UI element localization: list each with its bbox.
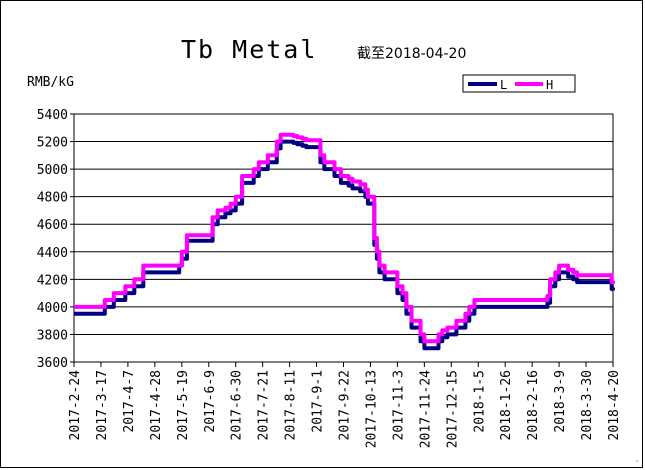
x-tick-label: 2017-11-24 (418, 370, 433, 448)
x-tick-label: 2018-3-30 (580, 370, 595, 440)
y-tick-label: 4600 (37, 218, 68, 233)
y-axis-ticks: 3600 3800 4000 4200 4400 4600 4800 5000 5200 5400 (37, 108, 74, 371)
legend: L H (462, 74, 576, 93)
y-tick-label: 4000 (37, 301, 68, 316)
x-tick-label: 2018-1-26 (499, 370, 514, 440)
x-tick-label: 2017-4-28 (149, 370, 164, 440)
chart-title: Tb Metal (181, 35, 318, 64)
y-tick-label: 5400 (37, 108, 68, 123)
series-line-L (74, 139, 615, 351)
x-tick-label: 2017-12-15 (445, 370, 460, 448)
x-tick-label: 2018-1-5 (472, 370, 487, 433)
x-tick-label: 2018-2-16 (526, 370, 541, 440)
x-tick-label: 2017-7-21 (257, 370, 272, 440)
x-axis-ticks: 2017-2-24 2017-3-17 2017-4-7 2017-4-28 2017-… (68, 362, 622, 448)
chart-subtitle: 截至2018-04-20 (357, 46, 467, 62)
series-line-H (74, 132, 615, 344)
x-tick-label: 2017-11-3 (391, 370, 406, 440)
x-tick-label: 2017-3-17 (95, 370, 110, 440)
x-tick-label: 2018-3-9 (553, 370, 568, 433)
y-tick-label: 4200 (37, 273, 68, 288)
y-tick-label: 5200 (37, 136, 68, 151)
x-tick-label: 2017-8-11 (284, 370, 299, 440)
x-tick-label: 2017-10-13 (364, 370, 379, 448)
y-tick-label: 4400 (37, 246, 68, 261)
legend-label-H: H (546, 78, 553, 92)
x-tick-label: 2017-6-9 (203, 370, 218, 433)
legend-label-L: L (500, 78, 507, 92)
y-tick-label: 3800 (37, 328, 68, 343)
x-tick-label: 2018-4-20 (607, 370, 622, 440)
x-tick-label: 2017-4-7 (122, 370, 137, 433)
y-tick-label: 5000 (37, 163, 68, 178)
y-tick-label: 3600 (37, 356, 68, 371)
x-tick-label: 2017-9-22 (338, 370, 353, 440)
x-tick-label: 2017-9-1 (311, 370, 326, 433)
series-lines (74, 132, 615, 351)
x-tick-label: 2017-2-24 (68, 370, 83, 441)
y-tick-label: 4800 (37, 191, 68, 206)
y-axis-label: RMB/kG (27, 75, 74, 90)
plot-area (73, 113, 614, 363)
corner-mark: ◦ (635, 458, 639, 465)
x-tick-label: 2017-6-30 (230, 370, 245, 440)
x-tick-label: 2017-5-19 (176, 370, 191, 440)
grid-lines (74, 141, 613, 335)
